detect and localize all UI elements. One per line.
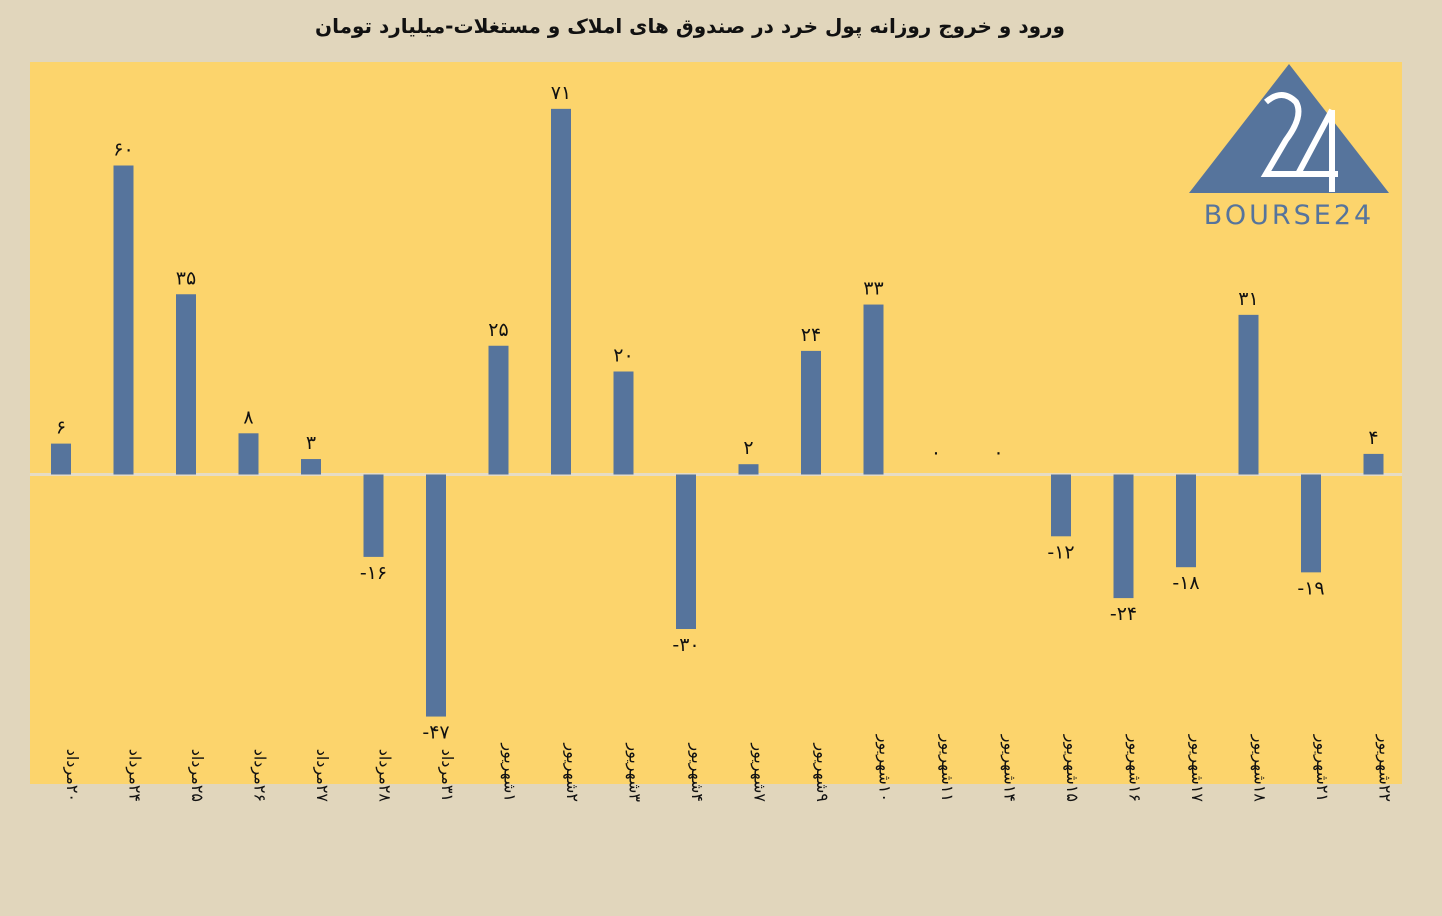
data-label: -۴۷ <box>422 722 449 744</box>
x-tick-label: ۷شهریور <box>750 742 770 802</box>
x-tick-label: ۲۴مرداد <box>125 749 145 802</box>
bar <box>676 474 696 629</box>
data-label: ۳ <box>306 432 316 454</box>
x-tick-label: ۲۰مرداد <box>62 749 82 802</box>
bar <box>301 459 321 475</box>
bar <box>1301 474 1321 573</box>
plot-area <box>30 62 1402 784</box>
data-label: ۷۱ <box>551 82 571 104</box>
data-label: -۱۶ <box>360 562 387 584</box>
data-label: ۲۵ <box>488 319 508 341</box>
bar <box>551 108 571 475</box>
bar <box>1176 474 1196 568</box>
bar <box>863 304 884 475</box>
data-label: ۳۳ <box>863 278 883 300</box>
data-label: ۴ <box>1368 427 1378 449</box>
x-tick-label: ۲۵مرداد <box>187 749 207 802</box>
x-tick-label: ۱۴شهریور <box>1000 734 1020 802</box>
bar <box>113 165 134 475</box>
data-label: -۳۰ <box>672 634 699 656</box>
data-label: ۳۵ <box>176 267 196 289</box>
bar <box>238 433 259 475</box>
data-label: ۶ <box>56 417 66 439</box>
x-tick-label: ۳۱مرداد <box>437 749 457 802</box>
x-tick-label: ۱۷شهریور <box>1187 734 1207 803</box>
x-tick-label: ۲شهریور <box>562 742 582 802</box>
bar <box>1051 474 1071 537</box>
bar <box>51 443 71 475</box>
data-label: -۱۸ <box>1172 572 1199 594</box>
bar <box>363 474 384 557</box>
data-label: ۲۴ <box>801 324 821 346</box>
bourse24-logo: BOURSE24 <box>1189 64 1389 231</box>
data-label: ۳۱ <box>1238 288 1258 310</box>
data-label: ۰ <box>993 442 1003 464</box>
x-tick-label: ۱۵شهریور <box>1062 734 1082 802</box>
x-tick-label: ۴شهریور <box>687 742 707 802</box>
data-label: ۲ <box>743 437 753 459</box>
data-label: -۲۴ <box>1110 603 1137 625</box>
x-tick-label: ۹شهریور <box>812 742 832 802</box>
x-tick-label: ۱۱شهریور <box>937 734 957 802</box>
bar <box>1113 474 1134 599</box>
x-tick-label: ۲۷مرداد <box>312 749 332 803</box>
data-label: -۱۹ <box>1297 577 1324 599</box>
data-label: ۲۰ <box>613 345 633 367</box>
bar <box>1363 453 1384 475</box>
x-tick-label: ۳شهریور <box>625 742 645 802</box>
svg-text:BOURSE24: BOURSE24 <box>1204 200 1374 231</box>
x-tick-label: ۲۱شهریور <box>1312 734 1332 802</box>
bar <box>738 464 759 475</box>
bar <box>1238 314 1259 475</box>
data-label: ۸ <box>243 406 253 428</box>
bar <box>426 474 446 717</box>
x-tick-label: ۲۲شهریور <box>1375 734 1395 802</box>
bar <box>613 371 634 475</box>
data-label: ۰ <box>931 442 941 464</box>
data-label: ۶۰ <box>113 139 133 161</box>
bar <box>176 294 196 475</box>
bar <box>488 345 509 475</box>
x-tick-label: ۱۰شهریور <box>875 734 895 802</box>
chart-title: ورود و خروج روزانه پول خرد در صندوق های … <box>315 14 1065 38</box>
bar <box>801 350 821 475</box>
x-tick-label: ۲۸مرداد <box>375 749 395 803</box>
x-tick-label: ۱شهریور <box>500 742 520 802</box>
x-tick-label: ۲۶مرداد <box>250 749 270 802</box>
x-tick-label: ۱۶شهریور <box>1125 734 1145 802</box>
x-tick-label: ۱۸شهریور <box>1250 734 1270 803</box>
data-label: -۱۲ <box>1047 541 1074 563</box>
